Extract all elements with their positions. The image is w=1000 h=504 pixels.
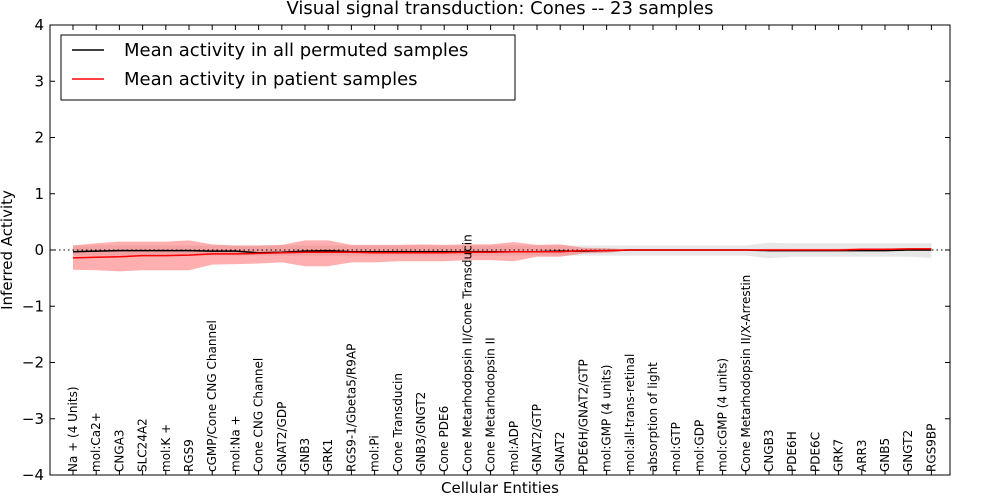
x-tick-label: Cone CNG Channel bbox=[252, 358, 266, 472]
x-tick-label: mol:GTP bbox=[669, 422, 683, 472]
band-patient bbox=[73, 240, 932, 272]
y-tick-label: 1 bbox=[34, 185, 44, 203]
legend-label: Mean activity in all permuted samples bbox=[124, 40, 468, 61]
y-axis: −4 −3 −2 −1 0 1 2 3 4 bbox=[22, 16, 950, 484]
x-tick-label: PDE6H bbox=[785, 431, 799, 472]
x-tick-label: GNB3/GNGT2 bbox=[414, 392, 428, 472]
x-tick-label: PDE6C bbox=[808, 432, 822, 472]
x-tick-label: mol:Na + bbox=[228, 415, 242, 472]
x-tick-label: RGS9-1/Gbeta5/R9AP bbox=[344, 344, 358, 472]
x-tick-label: mol:K + bbox=[159, 424, 173, 472]
x-tick-label: GRK7 bbox=[832, 439, 846, 472]
y-tick-label: 3 bbox=[34, 72, 44, 90]
x-tick-label: GNAT2/GTP bbox=[530, 404, 544, 472]
x-tick-label: GNAT2/GDP bbox=[275, 402, 289, 472]
x-tick-label: GRK1 bbox=[321, 439, 335, 472]
x-tick-label: RGS9BP bbox=[924, 424, 938, 472]
x-tick-label: mol:GMP (4 units) bbox=[600, 365, 614, 472]
x-tick-label: GNGT2 bbox=[901, 430, 915, 472]
x-tick-label: Cone Transducin bbox=[391, 373, 405, 472]
x-tick-label: mol:GDP bbox=[692, 420, 706, 472]
y-tick-label: −4 bbox=[22, 466, 44, 484]
x-tick-label: GNB5 bbox=[878, 438, 892, 472]
y-tick-label: 2 bbox=[34, 129, 44, 147]
x-tick-label: mol:Pi bbox=[368, 435, 382, 472]
x-tick-label: Cone Metarhodopsin II bbox=[484, 337, 498, 472]
x-tick-label: mol:ADP bbox=[507, 421, 521, 472]
x-tick-label: mol:cGMP (4 units) bbox=[716, 358, 730, 472]
x-tick-label: RGS9 bbox=[182, 439, 196, 472]
band-permuted bbox=[73, 242, 932, 259]
x-tick-label: CNGA3 bbox=[112, 430, 126, 473]
legend: Mean activity in all permuted samples Mea… bbox=[60, 34, 516, 101]
x-tick-label: GNAT2 bbox=[553, 431, 567, 472]
y-tick-label: −2 bbox=[22, 354, 44, 372]
y-tick-label: 0 bbox=[34, 241, 44, 259]
x-axis-label: Cellular Entities bbox=[441, 479, 559, 497]
x-tick-label: SLC24A2 bbox=[136, 418, 150, 472]
y-axis-label: Inferred Activity bbox=[0, 190, 16, 310]
y-tick-label: −3 bbox=[22, 410, 44, 428]
plot-frame bbox=[49, 24, 951, 476]
x-tick-label: Cone Metarhodopsin II/Cone Transducin bbox=[460, 234, 474, 472]
y-tick-label: −1 bbox=[22, 297, 44, 315]
y-tick-label: 4 bbox=[34, 16, 44, 34]
x-tick-label: Na + (4 Units) bbox=[66, 386, 80, 472]
x-tick-label: Cone Metarhodopsin II/X-Arrestin bbox=[739, 275, 753, 472]
x-tick-label: ARR3 bbox=[855, 439, 869, 472]
legend-box bbox=[60, 34, 516, 101]
legend-label: Mean activity in patient samples bbox=[124, 69, 418, 90]
line-patient bbox=[72, 248, 932, 259]
series-lines bbox=[72, 248, 932, 259]
x-tick-label: PDE6H/GNAT2/GTP bbox=[576, 359, 590, 472]
x-tick-label: cGMP/Cone CNG Channel bbox=[205, 320, 219, 472]
chart-title: Visual signal transduction: Cones -- 23 … bbox=[286, 0, 713, 19]
x-axis: Na + (4 Units) mol:Ca2+ CNGA3 SLC24A2 mol:K … bbox=[66, 25, 938, 475]
x-tick-label: CNGB3 bbox=[762, 429, 776, 472]
x-tick-label: GNB3 bbox=[298, 438, 312, 472]
confidence-bands bbox=[73, 240, 932, 272]
x-tick-label: Cone PDE6 bbox=[437, 406, 451, 472]
x-tick-label: absorption of light bbox=[646, 362, 660, 472]
x-tick-label: mol:all-trans-retinal bbox=[623, 354, 637, 472]
x-tick-label: mol:Ca2+ bbox=[89, 412, 103, 472]
